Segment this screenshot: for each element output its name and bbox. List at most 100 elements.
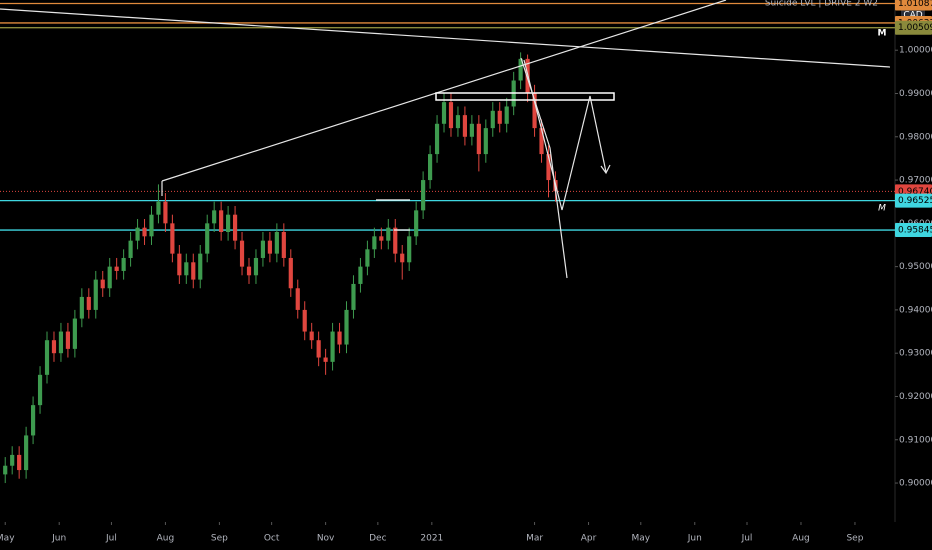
candle-body bbox=[421, 180, 426, 211]
candle-body bbox=[323, 357, 328, 362]
indicator-title: Suicide LVL | DRIVE 2 W2 bbox=[765, 0, 878, 9]
candle-body bbox=[51, 340, 57, 354]
candle-body bbox=[3, 465, 8, 475]
x-tick-label: Apr bbox=[581, 534, 597, 544]
candle-body bbox=[344, 309, 349, 345]
candle-body bbox=[518, 58, 523, 81]
candle-body bbox=[288, 257, 293, 289]
candle-body bbox=[198, 253, 203, 280]
candle-body bbox=[107, 266, 112, 289]
x-tick-label: Mar bbox=[526, 534, 543, 544]
candle-body bbox=[149, 214, 154, 237]
candle-body bbox=[30, 405, 36, 436]
level-badge bbox=[895, 20, 932, 35]
candle-body bbox=[414, 210, 419, 237]
candle-body bbox=[58, 331, 64, 354]
candle-body bbox=[532, 93, 537, 129]
candle-body bbox=[184, 262, 189, 276]
candle-body bbox=[44, 340, 50, 375]
candle-body bbox=[10, 454, 15, 466]
candle-body bbox=[260, 240, 266, 258]
candle-body bbox=[546, 154, 551, 181]
drawings bbox=[0, 0, 891, 279]
candle-body bbox=[219, 210, 224, 232]
candle-body bbox=[267, 240, 272, 254]
currency-label: CAD bbox=[903, 11, 922, 21]
candle-body bbox=[72, 318, 77, 349]
candle-body bbox=[163, 201, 168, 224]
x-tick-label: Jun bbox=[687, 534, 702, 544]
candle-body bbox=[476, 123, 481, 155]
candle-body bbox=[100, 279, 105, 289]
candle-body bbox=[469, 123, 474, 137]
candle-body bbox=[330, 331, 335, 362]
candle-body bbox=[448, 102, 454, 129]
candle-body bbox=[121, 257, 126, 271]
level-badge bbox=[895, 193, 932, 208]
candle-body bbox=[135, 227, 140, 241]
candle-body bbox=[539, 128, 544, 155]
candle-body bbox=[191, 262, 196, 280]
candle-body bbox=[497, 110, 502, 124]
candle-body bbox=[274, 232, 279, 254]
x-tick-label: Nov bbox=[317, 534, 335, 544]
x-tick-label: Oct bbox=[264, 534, 280, 544]
projection-path bbox=[523, 59, 607, 211]
level-badge bbox=[895, 223, 932, 238]
candle-body bbox=[462, 115, 468, 137]
candle-body bbox=[246, 266, 252, 276]
level-badge bbox=[895, 0, 932, 11]
candle-body bbox=[365, 249, 370, 267]
marker-label: M bbox=[878, 204, 886, 214]
candle-body bbox=[232, 214, 238, 241]
level-label: 0.96525 bbox=[898, 196, 932, 206]
arrow-head bbox=[600, 164, 611, 175]
candle-body bbox=[504, 106, 509, 124]
candle-body bbox=[295, 288, 300, 310]
candle-body bbox=[37, 374, 43, 406]
candle-body bbox=[177, 253, 182, 276]
candle-body bbox=[351, 283, 356, 310]
candle-body bbox=[156, 201, 161, 215]
candle-body bbox=[309, 331, 314, 341]
candle-body bbox=[128, 240, 133, 258]
candle-body bbox=[379, 236, 384, 241]
candle-body bbox=[427, 154, 433, 181]
x-tick-label: Jul bbox=[741, 534, 753, 544]
level-label: 1.00509 bbox=[898, 23, 932, 33]
candle-body bbox=[212, 210, 217, 224]
x-tick-label: Jun bbox=[51, 534, 66, 544]
level-label: 1.01087 bbox=[898, 0, 932, 9]
candle-body bbox=[407, 236, 412, 263]
candle-body bbox=[114, 266, 119, 271]
candle-body bbox=[79, 296, 84, 319]
candle-body bbox=[434, 123, 440, 155]
candle-body bbox=[170, 223, 175, 254]
candle-body bbox=[337, 331, 342, 345]
candle-body bbox=[17, 454, 22, 471]
trend-line bbox=[0, 8, 891, 68]
candle-body bbox=[316, 340, 321, 358]
candle-body bbox=[386, 227, 391, 241]
x-tick-label: Sep bbox=[846, 534, 863, 544]
candle-body bbox=[86, 296, 91, 310]
candle-body bbox=[142, 227, 147, 237]
candle-body bbox=[400, 253, 405, 263]
candle-body bbox=[358, 266, 363, 284]
x-tick-label: May bbox=[0, 534, 15, 544]
candle-body bbox=[24, 435, 29, 471]
zone-box bbox=[435, 92, 615, 101]
plot-area bbox=[0, 2, 895, 484]
candle-body bbox=[65, 331, 70, 349]
x-tick-label: 2021 bbox=[420, 534, 443, 544]
